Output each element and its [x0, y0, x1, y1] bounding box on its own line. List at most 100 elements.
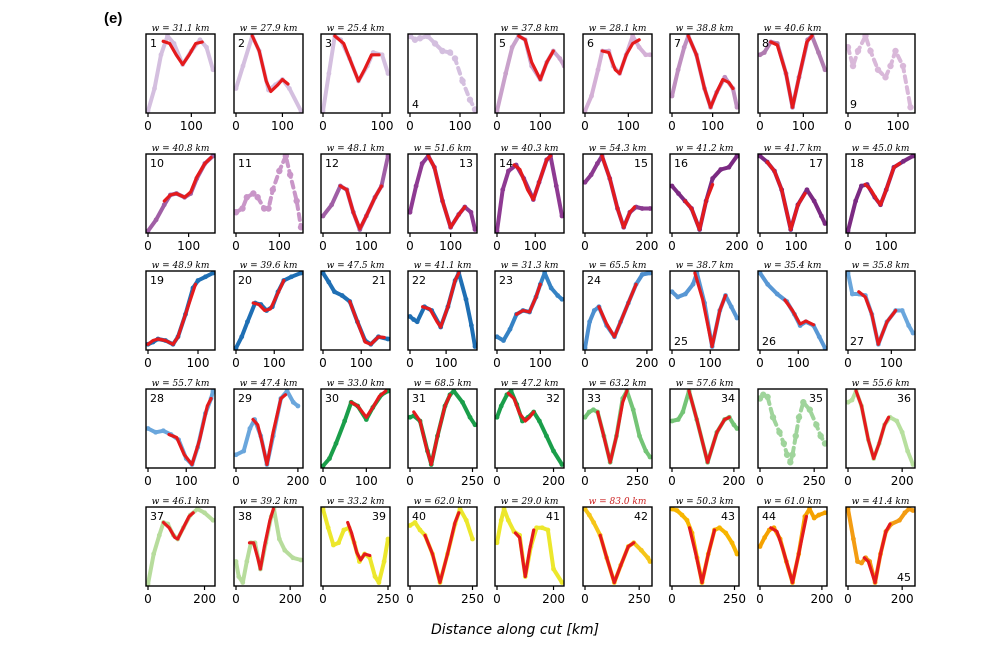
panel-12: w = 48.1 km 12 0 100 [319, 144, 391, 253]
profile-point [589, 93, 594, 99]
profile-point [761, 50, 767, 55]
profile-point [849, 291, 855, 297]
profile-point [557, 56, 563, 61]
profile-point [910, 508, 915, 513]
profile-point [758, 154, 763, 159]
profile-point [758, 271, 763, 276]
profile-point [195, 278, 201, 283]
fit-curve [687, 526, 717, 585]
panel-width-title: w = 38.7 km [676, 261, 734, 271]
profile-point [171, 41, 177, 46]
panel-32: w = 47.2 km 32 0 200 [493, 379, 565, 488]
panel-number: 11 [238, 157, 252, 170]
profile-point [645, 555, 651, 561]
x-tick-label: 100 [350, 356, 373, 370]
panel-width-title: w = 35.4 km [764, 261, 822, 271]
profile-point [276, 167, 283, 175]
x-tick-label: 0 [144, 119, 152, 133]
profile-point [472, 422, 477, 428]
profile-point [559, 462, 564, 467]
profile-point [590, 407, 596, 413]
x-tick-label: 100 [355, 474, 378, 488]
x-tick-label: 0 [144, 356, 152, 370]
panel-29: w = 47.4 km 29 0 200 [232, 379, 309, 488]
profile-point [822, 221, 827, 226]
panel-width-title: w = 47.5 km [327, 261, 385, 271]
profile-point [411, 36, 419, 43]
x-tick-label: 0 [844, 119, 852, 133]
profile-point [210, 517, 215, 523]
fit-curve [769, 514, 809, 585]
profile-point [728, 304, 734, 310]
fit-curve [693, 271, 728, 349]
panel-2: w = 27.9 km 2 0 100 [232, 24, 304, 133]
profile-point [498, 517, 504, 523]
panel-frame [845, 270, 916, 351]
panel-frame [582, 388, 653, 469]
profile-point [413, 183, 419, 189]
profile-point [202, 510, 207, 516]
x-tick-label: 0 [406, 239, 414, 253]
panel-frame [145, 388, 216, 469]
x-tick-label: 0 [756, 239, 764, 253]
profile-point [726, 164, 732, 170]
profile-point [459, 77, 466, 85]
panel-frame [845, 153, 916, 234]
panel-number: 25 [674, 335, 688, 348]
x-tick-label: 200 [279, 592, 302, 606]
fit-curve [683, 182, 715, 232]
panel-width-title: w = 48.1 km [327, 144, 385, 154]
profile-point [822, 510, 827, 516]
panel-frame [669, 388, 740, 469]
fit-curve [426, 154, 467, 229]
panel-frame [757, 270, 828, 351]
profile-point [471, 106, 477, 113]
profile-point [792, 432, 799, 440]
profile-point [282, 547, 288, 553]
fit-curve [251, 278, 286, 313]
profile-point [588, 172, 594, 178]
profile-point [591, 520, 597, 525]
panel-frame [320, 388, 391, 469]
panel-number: 43 [721, 510, 735, 523]
fit-curve [146, 282, 198, 346]
profile-point [818, 213, 824, 219]
profile-point [498, 403, 504, 409]
panel-44: w = 61.0 km 44 0 200 [756, 497, 833, 606]
panel-width-title: w = 46.1 km [152, 497, 210, 507]
panel-number: 36 [897, 392, 911, 405]
panel-width-title: w = 31.3 km [501, 261, 559, 271]
panel-frame [582, 270, 653, 351]
fit-curve [421, 271, 461, 329]
x-tick-label: 0 [319, 356, 327, 370]
panel-number: 1 [150, 37, 157, 50]
panel-34: w = 57.6 km 34 0 200 [668, 379, 745, 488]
profile-point [821, 440, 827, 447]
profile-point [336, 540, 341, 546]
panel-24: w = 65.5 km 24 0 200 [581, 261, 658, 370]
panel-width-title: w = 29.0 km [501, 497, 559, 507]
profile-point [297, 224, 303, 231]
panel-number: 42 [634, 510, 648, 523]
profile-point [887, 62, 894, 70]
panel-width-title: w = 62.0 km [414, 497, 472, 507]
panel-number: 44 [762, 510, 776, 523]
panel-22: w = 41.1 km 22 0 100 [406, 261, 478, 370]
panel-frame [494, 270, 565, 351]
x-axis-label: Distance along cut [km] [430, 622, 600, 638]
profile-point [906, 507, 912, 512]
panel-number: 27 [850, 335, 864, 348]
profile-point [381, 559, 387, 564]
panel-number: 37 [150, 510, 164, 523]
profile-point [816, 512, 822, 518]
x-tick-label: 0 [406, 474, 414, 488]
x-tick-label: 100 [175, 474, 198, 488]
x-tick-label: 0 [232, 474, 240, 488]
profile-point [250, 190, 257, 197]
panel-38: w = 39.2 km 38 0 200 [232, 497, 304, 606]
profile-line [670, 34, 739, 110]
profile-point [548, 285, 554, 291]
profile-point [765, 281, 771, 287]
profile-point [906, 323, 912, 328]
